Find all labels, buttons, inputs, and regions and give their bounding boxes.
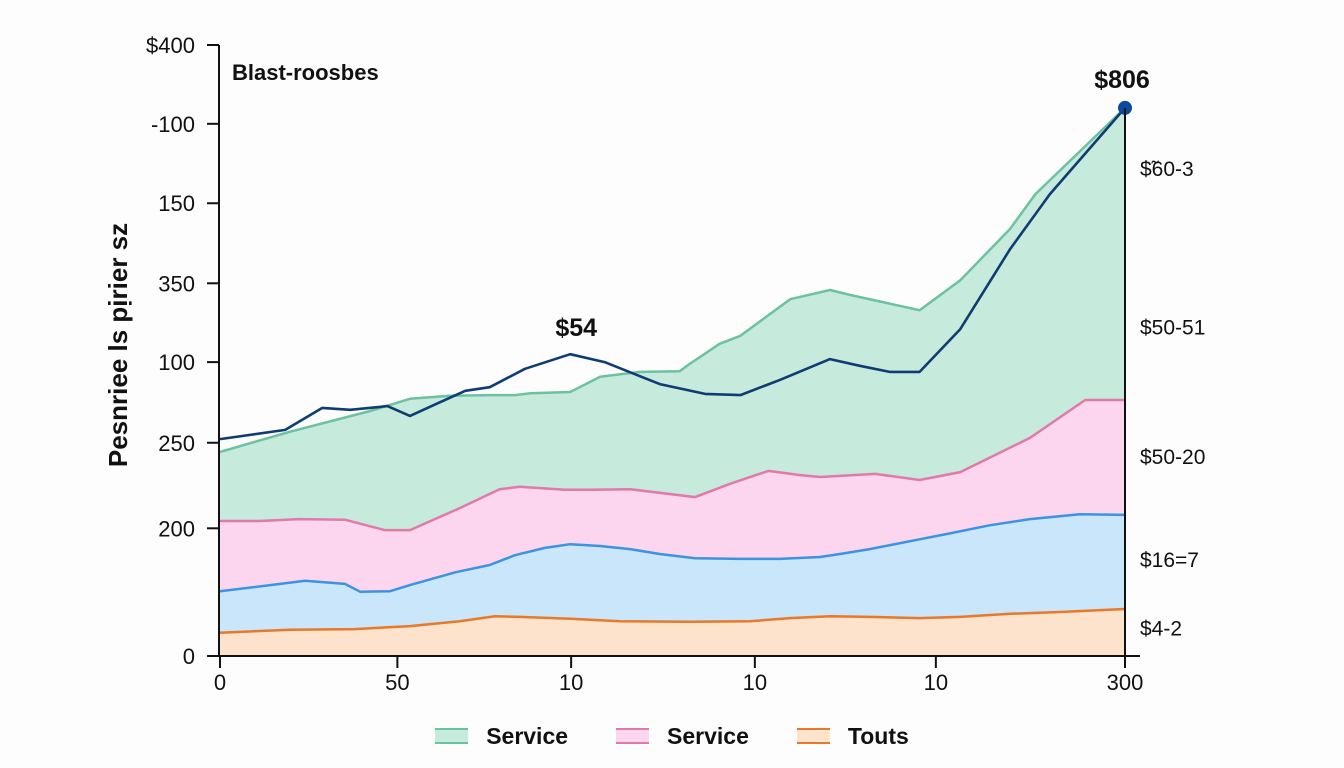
- area-edge-service-pink: [220, 398, 1125, 532]
- area-touts: [220, 609, 1125, 656]
- axes: [207, 45, 1140, 668]
- y-tick-label: $400: [146, 33, 195, 58]
- legend: Service Service Touts: [0, 718, 1344, 754]
- right-value-label: $̃60-3: [1140, 158, 1194, 181]
- legend-label: Touts: [847, 722, 909, 749]
- legend-item-touts[interactable]: Touts: [796, 718, 909, 754]
- legend-swatch-pink: [616, 728, 650, 744]
- y-axis-label: Pesnriee ls pịrier sz: [103, 223, 133, 467]
- x-tick-label: 300: [1107, 670, 1144, 695]
- right-value-label: $4-2: [1140, 617, 1182, 640]
- legend-item-service-green[interactable]: Service: [435, 718, 568, 754]
- legend-item-service-pink[interactable]: Service: [616, 718, 749, 754]
- legend-swatch-green: [435, 728, 469, 744]
- right-labels: $̃60-3 $50-51 $50-20 $16=7 $4-2: [1140, 158, 1205, 640]
- legend-label: Service: [667, 722, 749, 749]
- y-tick-label: -100: [151, 112, 195, 137]
- x-ticks: 0 50 10 10 10 300: [214, 656, 1143, 695]
- y-tick-label: 350: [158, 271, 195, 296]
- y-tick-label: 0: [183, 644, 195, 669]
- right-value-label: $16=7: [1140, 549, 1199, 572]
- right-value-label: $50-51: [1140, 317, 1205, 340]
- total-line: [219, 107, 1126, 441]
- y-tick-label: 100: [158, 350, 195, 375]
- x-tick-label: 10: [559, 670, 583, 695]
- legend-label: Service: [486, 722, 569, 749]
- y-tick-label: 250: [158, 431, 195, 456]
- legend-swatch-orange: [796, 728, 830, 744]
- x-tick-label: 10: [743, 670, 767, 695]
- total-line-group: [219, 100, 1132, 441]
- annotation-end-value: $806: [1094, 66, 1150, 94]
- y-tick-label: 150: [158, 191, 195, 216]
- area-layers: [219, 106, 1126, 656]
- x-tick-label: 10: [924, 670, 948, 695]
- y-tick-label: 200: [158, 516, 195, 541]
- area-edge-blue-layer: [219, 512, 1126, 594]
- chart-title: Blast-roosbes: [232, 60, 379, 85]
- area-edge-touts: [219, 607, 1126, 635]
- right-value-label: $50-20: [1140, 446, 1205, 469]
- x-tick-label: 0: [214, 670, 226, 695]
- x-tick-label: 50: [385, 670, 409, 695]
- annotation-peak-value: $54: [555, 314, 597, 342]
- area-edge-service-green: [219, 106, 1126, 454]
- y-ticks: $400 -100 150 350 100 250 200 0: [146, 33, 219, 669]
- line-end-marker[interactable]: [1118, 100, 1132, 115]
